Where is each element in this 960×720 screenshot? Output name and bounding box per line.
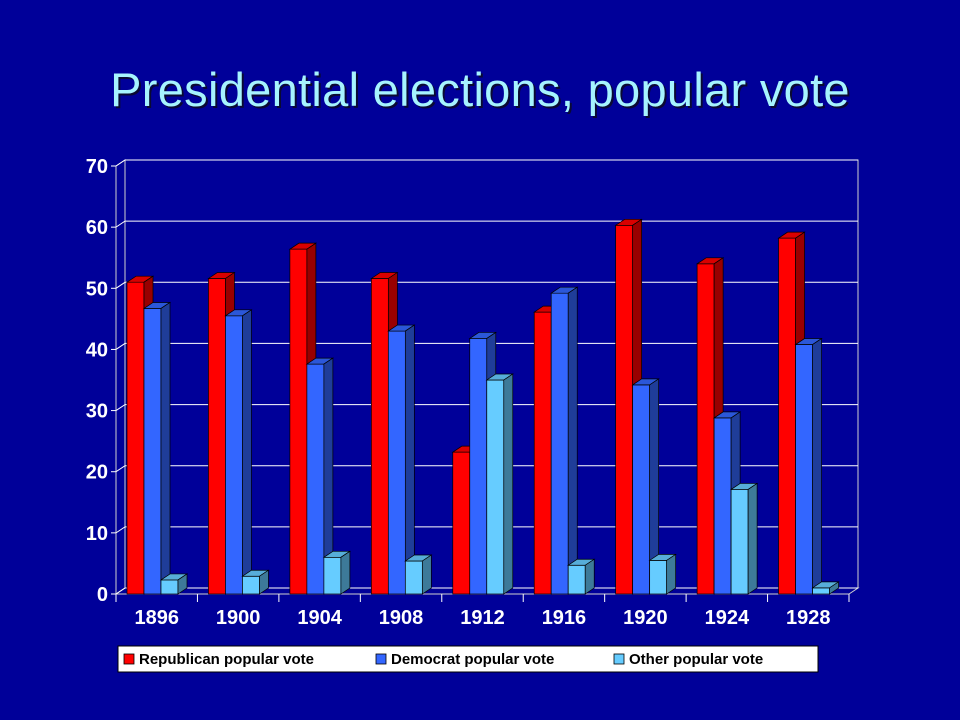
bar-face xyxy=(387,330,406,595)
gridline xyxy=(115,159,858,167)
bar-face xyxy=(778,237,796,595)
bar-face xyxy=(567,564,586,595)
bar-face xyxy=(370,278,389,595)
y-tick-label: 0 xyxy=(97,584,108,606)
bar-face xyxy=(649,560,668,595)
gridline xyxy=(115,220,858,228)
x-tick-label: 1908 xyxy=(379,607,424,629)
bar-side xyxy=(340,550,351,595)
bars xyxy=(125,218,840,595)
bar-face xyxy=(795,344,813,595)
bar-side xyxy=(584,558,595,595)
bar-face xyxy=(469,338,488,595)
bar-side xyxy=(666,553,677,595)
bar-side xyxy=(259,569,269,595)
chart-side-wall xyxy=(115,159,126,595)
bar-side xyxy=(503,373,514,595)
bar-other-1908 xyxy=(404,554,433,595)
bar-face xyxy=(404,560,423,595)
y-tick-label: 30 xyxy=(86,401,108,423)
legend-swatch-other xyxy=(613,653,625,665)
y-tick-label: 40 xyxy=(86,339,108,361)
x-tick-label: 1928 xyxy=(786,607,831,629)
x-tick-label: 1896 xyxy=(134,607,179,629)
y-tick-label: 10 xyxy=(86,523,108,545)
bar-democrat-1916 xyxy=(550,286,579,595)
y-axis-ticks: 0 10 20 30 40 50 60 70 xyxy=(86,156,108,606)
bar-face xyxy=(730,489,749,595)
gridline xyxy=(115,587,858,595)
bar-democrat-1900 xyxy=(224,309,253,595)
bar-face xyxy=(696,263,715,595)
bar-other-1916 xyxy=(567,558,596,595)
bar-face xyxy=(289,248,308,595)
legend-label-democrat: Democrat popular vote xyxy=(391,651,554,668)
y-tick-label: 20 xyxy=(86,462,108,484)
bar-face xyxy=(615,224,634,595)
legend-label-other: Other popular vote xyxy=(629,651,763,668)
bar-face xyxy=(225,315,243,595)
legend-label-republican: Republican popular vote xyxy=(139,651,314,668)
bar-other-1904 xyxy=(322,550,352,595)
legend-box xyxy=(117,645,819,673)
bar-side xyxy=(421,554,432,595)
bar-face xyxy=(160,579,179,595)
slide-title: Presidential elections, popular vote xyxy=(110,63,850,116)
bar-side xyxy=(812,337,822,595)
legend: Republican popular vote Democrat popular … xyxy=(117,645,819,673)
bar-other-1912 xyxy=(485,373,514,595)
bar-side xyxy=(242,309,252,595)
bar-democrat-1920 xyxy=(631,378,660,595)
x-tick-label: 1912 xyxy=(460,607,505,629)
bar-face xyxy=(550,292,569,595)
bar-face xyxy=(533,311,552,595)
legend-swatch-republican xyxy=(123,653,135,665)
bar-other-1920 xyxy=(648,553,677,595)
bar-face xyxy=(452,451,471,595)
bar-other-1928 xyxy=(811,581,840,595)
bar-democrat-1928 xyxy=(794,337,823,595)
bar-side xyxy=(747,482,758,595)
bar-other-1924 xyxy=(729,482,759,595)
gridline xyxy=(115,342,858,350)
x-tick-label: 1916 xyxy=(542,607,587,629)
bar-democrat-1908 xyxy=(387,324,416,595)
bar-other-1896 xyxy=(159,573,189,595)
bar-face xyxy=(812,587,830,595)
bar-face xyxy=(713,417,732,595)
bar-side xyxy=(177,573,188,595)
bar-face xyxy=(143,308,162,595)
bar-side xyxy=(829,581,839,595)
legend-swatch-democrat xyxy=(375,653,387,665)
bar-other-1900 xyxy=(241,569,270,595)
bar-face xyxy=(126,281,145,595)
x-tick-label: 1920 xyxy=(623,607,668,629)
x-axis-ticks: 1896 1900 1904 1908 1912 1916 1920 1924 1928 xyxy=(115,594,850,629)
y-tick-label: 70 xyxy=(86,156,108,178)
bar-face xyxy=(242,575,260,595)
bar-side xyxy=(404,324,415,595)
x-tick-label: 1904 xyxy=(297,607,342,629)
gridlines xyxy=(111,159,858,595)
bar-face xyxy=(486,379,505,595)
bar-side xyxy=(160,301,171,595)
bar-democrat-1904 xyxy=(305,357,335,595)
bar-face xyxy=(306,363,325,595)
bar-face xyxy=(323,556,342,595)
x-tick-label: 1900 xyxy=(216,607,261,629)
gridline xyxy=(115,281,858,289)
bar-face xyxy=(208,278,226,595)
x-tick-label: 1924 xyxy=(705,607,750,629)
gridline xyxy=(115,526,858,534)
y-tick-label: 60 xyxy=(86,217,108,239)
gridline xyxy=(115,404,858,411)
bar-face xyxy=(632,384,651,595)
y-tick-label: 50 xyxy=(86,278,108,300)
gridline xyxy=(115,465,858,473)
bar-democrat-1896 xyxy=(142,301,172,595)
bar-side xyxy=(567,286,578,595)
